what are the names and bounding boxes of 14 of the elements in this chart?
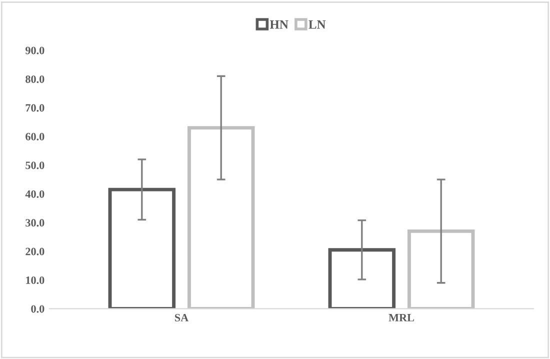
legend-label: LN [308, 20, 326, 29]
y-tick-label: 60.0 [26, 132, 44, 140]
y-tick-label: 0.0 [31, 305, 44, 313]
x-tick-label: SA [174, 314, 189, 322]
y-tick-label: 90.0 [26, 46, 44, 54]
legend-label: HN [270, 20, 288, 29]
y-tick-label: 70.0 [26, 104, 44, 112]
y-tick-label: 30.0 [26, 219, 44, 227]
x-tick-label: MRL [388, 314, 414, 322]
y-tick-label: 80.0 [26, 75, 44, 83]
y-tick-label: 20.0 [26, 248, 44, 256]
y-tick-label: 10.0 [26, 276, 44, 284]
y-tick-label: 40.0 [25, 190, 44, 198]
y-tick-label: 50.0 [26, 162, 44, 170]
